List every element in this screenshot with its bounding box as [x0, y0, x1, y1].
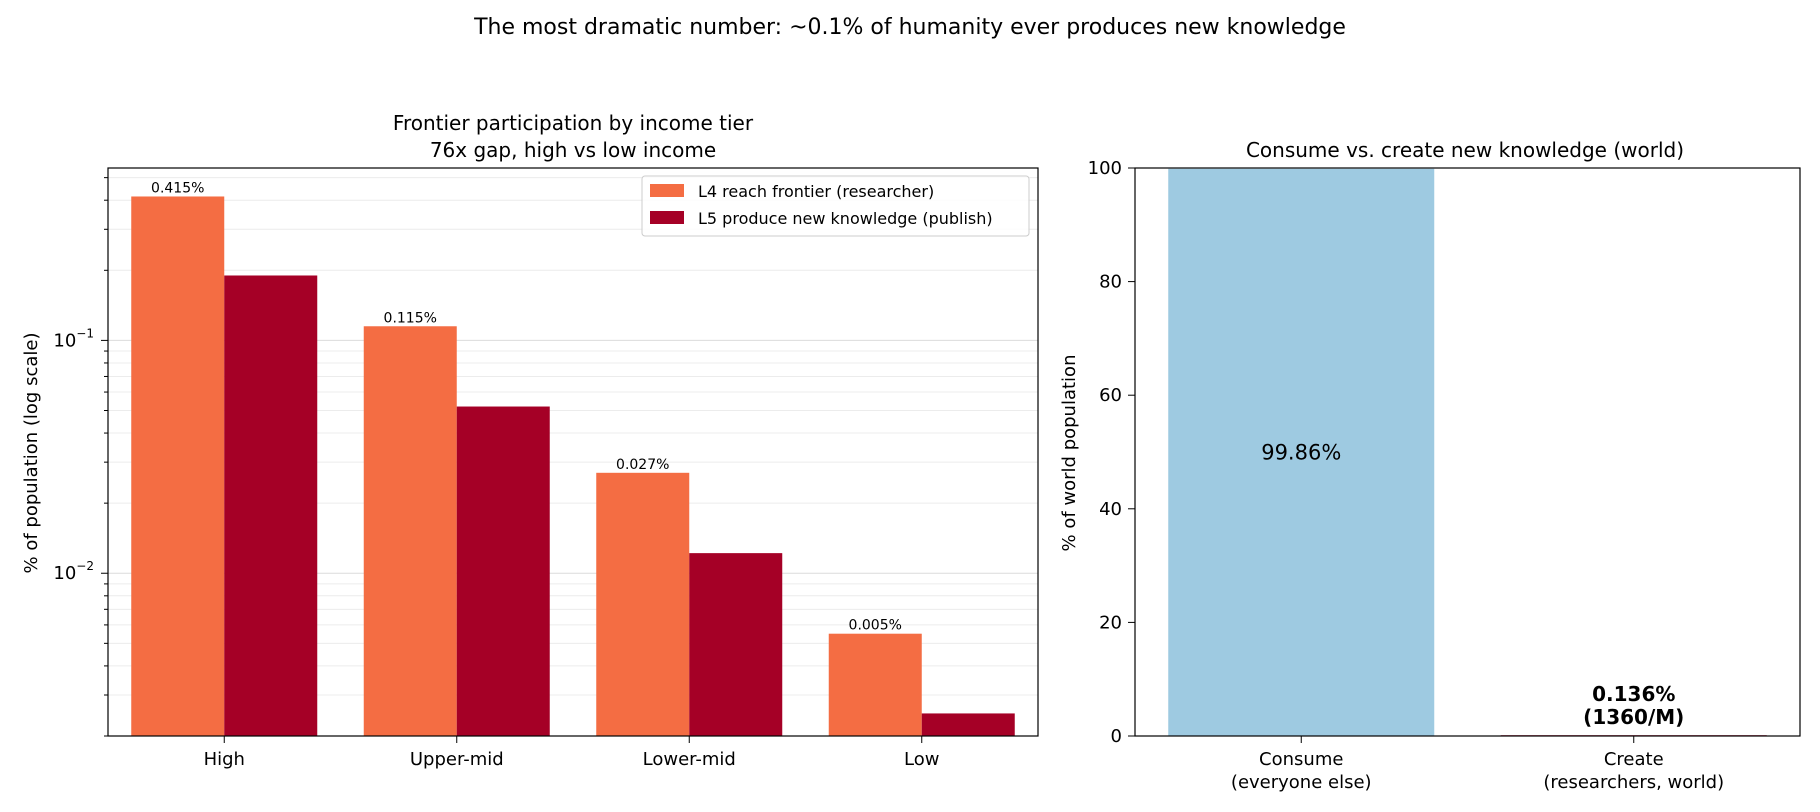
- left-chart: Frontier participation by income tier 76…: [21, 111, 1039, 770]
- left-chart-title: Frontier participation by income tier: [393, 111, 754, 135]
- x-tick-label-sub: (researchers, world): [1543, 772, 1724, 793]
- data-label-create-sub: (1360/M): [1583, 705, 1684, 729]
- x-tick-label: Upper-mid: [410, 749, 504, 770]
- right-plot-frame: [1134, 167, 1801, 737]
- right-x-axis: Consume(everyone else) Create(researchers…: [1231, 736, 1724, 793]
- right-chart-title: Consume vs. create new knowledge (world): [1246, 138, 1684, 162]
- left-bars: 0.415% 0.115% 0.027% 0.005%: [131, 180, 1015, 736]
- data-label: 0.027%: [616, 457, 669, 473]
- right-y-axis-label: % of world population: [1059, 355, 1080, 552]
- bar-l5: [689, 553, 783, 736]
- left-legend: L4 reach frontier (researcher) L5 produc…: [641, 175, 1030, 237]
- y-tick-label: 40: [1099, 499, 1122, 520]
- bar-l4: [131, 196, 225, 736]
- bar-l5: [921, 713, 1015, 736]
- y-tick-label: 100: [1088, 158, 1122, 179]
- left-y-axis-label: % of population (log scale): [21, 333, 42, 574]
- x-tick-label: Consume: [1259, 749, 1343, 770]
- y-tick-label: 20: [1099, 612, 1122, 633]
- x-tick-label: Low: [904, 749, 939, 770]
- bar-l5: [224, 275, 318, 736]
- legend-label-l5: L5 produce new knowledge (publish): [698, 209, 993, 228]
- legend-box: [641, 175, 1030, 237]
- y-tick-label: 0: [1111, 726, 1122, 747]
- left-plot-frame: [107, 167, 1039, 737]
- left-chart-subtitle: 76x gap, high vs low income: [430, 138, 716, 162]
- x-tick-label: Lower-mid: [643, 749, 736, 770]
- bar-l4: [828, 633, 922, 736]
- bar-consume: [1168, 168, 1435, 737]
- y-tick-label: 10−1: [53, 326, 94, 351]
- left-x-axis: High Upper-mid Lower-mid Low: [204, 736, 939, 770]
- legend-swatch-l5: [650, 211, 684, 224]
- y-tick-label: 60: [1099, 385, 1122, 406]
- x-tick-label-sub: (everyone else): [1231, 772, 1372, 793]
- bar-l4: [363, 326, 457, 736]
- x-tick-label: Create: [1604, 749, 1664, 770]
- data-label: 0.005%: [849, 618, 902, 634]
- legend-swatch-l4: [650, 184, 684, 197]
- data-label-create: 0.136%: [1592, 682, 1675, 706]
- data-label-consume: 99.86%: [1261, 440, 1341, 464]
- y-tick-label: 80: [1099, 272, 1122, 293]
- y-tick-label: 10−2: [53, 559, 94, 584]
- right-chart: Consume vs. create new knowledge (world)…: [1059, 138, 1801, 793]
- right-bars: 99.86% 0.136%(1360/M): [1168, 168, 1767, 737]
- bar-l5: [456, 406, 550, 736]
- data-label: 0.415%: [151, 180, 204, 196]
- x-tick-label: High: [204, 749, 245, 770]
- right-y-axis: 0 20 40 60 80 100: [1088, 158, 1135, 747]
- bar-l4: [596, 472, 690, 736]
- figure-suptitle: The most dramatic number: ~0.1% of human…: [473, 15, 1346, 40]
- legend-label-l4: L4 reach frontier (researcher): [698, 182, 934, 201]
- left-y-axis: 10−1 10−2: [53, 177, 108, 737]
- data-label: 0.115%: [384, 310, 437, 326]
